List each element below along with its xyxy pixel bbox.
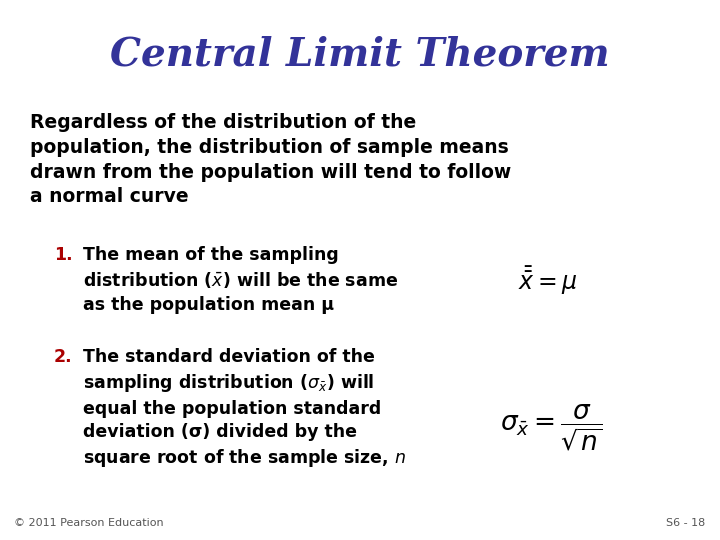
Text: $\bar{\bar{x}} = \mu$: $\bar{\bar{x}} = \mu$ xyxy=(518,265,578,298)
Text: © 2011 Pearson Education: © 2011 Pearson Education xyxy=(14,518,164,528)
Text: 1.: 1. xyxy=(54,246,73,264)
Text: Regardless of the distribution of the
population, the distribution of sample mea: Regardless of the distribution of the po… xyxy=(30,113,511,206)
Text: Central Limit Theorem: Central Limit Theorem xyxy=(110,35,610,73)
Text: The mean of the sampling
distribution ($\bar{x}$) will be the same
as the popula: The mean of the sampling distribution ($… xyxy=(83,246,398,314)
Text: The standard deviation of the
sampling distribution ($\sigma_{\bar{x}}$) will
eq: The standard deviation of the sampling d… xyxy=(83,348,406,469)
Text: 2.: 2. xyxy=(54,348,73,366)
Text: $\sigma_{\bar{x}} = \dfrac{\sigma}{\sqrt{n}}$: $\sigma_{\bar{x}} = \dfrac{\sigma}{\sqrt… xyxy=(500,402,603,453)
Text: S6 - 18: S6 - 18 xyxy=(666,518,706,528)
